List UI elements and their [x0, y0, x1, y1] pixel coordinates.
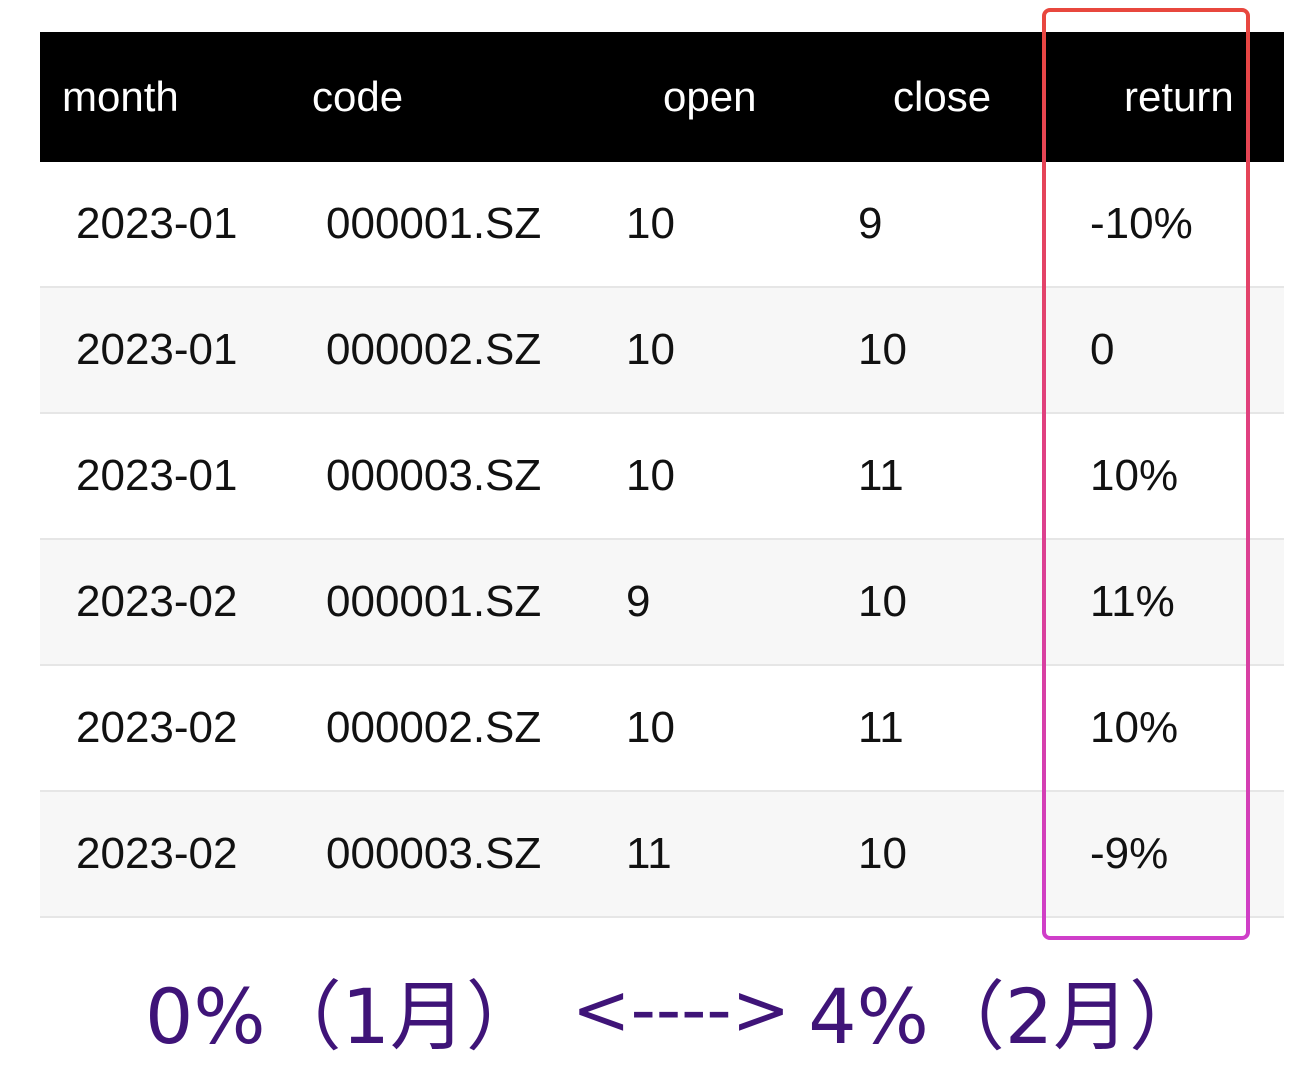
table-row: 2023-02 000003.SZ 11 10 -9%: [40, 792, 1284, 918]
cell-month: 2023-01: [76, 451, 238, 500]
table-row: 2023-01 000001.SZ 10 9 -10%: [40, 162, 1284, 288]
cell-code: 000002.SZ: [326, 703, 542, 752]
cell-open: 10: [626, 703, 675, 752]
cell-close: 11: [858, 451, 904, 500]
cell-month: 2023-02: [76, 577, 238, 626]
cell-code: 000002.SZ: [326, 325, 542, 374]
cell-close: 9: [858, 199, 883, 248]
cell-month: 2023-01: [76, 325, 238, 374]
caption-february: 4%（2月）: [808, 972, 1206, 1061]
header-return: return: [1124, 73, 1234, 120]
cell-open: 10: [626, 199, 675, 248]
return-comparison-caption: 0%（1月） <----> 4%（2月）: [145, 960, 1205, 1061]
table-row: 2023-02 000001.SZ 9 10 11%: [40, 540, 1284, 666]
cell-open: 10: [626, 451, 675, 500]
data-table: month code open close return 2023-01 000…: [40, 32, 1284, 918]
cell-month: 2023-02: [76, 829, 238, 878]
caption-arrow: <---->: [571, 969, 791, 1051]
cell-close: 11: [858, 703, 904, 752]
cell-return: 10%: [1090, 703, 1179, 752]
cell-return: -10%: [1090, 199, 1193, 248]
cell-open: 9: [626, 577, 651, 626]
cell-open: 11: [626, 829, 672, 878]
table-header-row: month code open close return: [40, 32, 1284, 162]
cell-month: 2023-02: [76, 703, 238, 752]
table-row: 2023-02 000002.SZ 10 11 10%: [40, 666, 1284, 792]
cell-month: 2023-01: [76, 199, 238, 248]
cell-code: 000001.SZ: [326, 577, 542, 626]
cell-close: 10: [858, 577, 907, 626]
table-row: 2023-01 000002.SZ 10 10 0: [40, 288, 1284, 414]
table-row: 2023-01 000003.SZ 10 11 10%: [40, 414, 1284, 540]
cell-open: 10: [626, 325, 675, 374]
cell-return: -9%: [1090, 829, 1169, 878]
cell-code: 000003.SZ: [326, 451, 542, 500]
cell-close: 10: [858, 325, 907, 374]
header-code: code: [312, 73, 404, 120]
cell-code: 000001.SZ: [326, 199, 542, 248]
cell-return: 10%: [1090, 451, 1179, 500]
header-month: month: [62, 73, 179, 120]
cell-return: 11%: [1090, 577, 1175, 626]
cell-close: 10: [858, 829, 907, 878]
caption-january: 0%（1月）: [145, 972, 542, 1061]
cell-code: 000003.SZ: [326, 829, 542, 878]
header-open: open: [663, 73, 757, 120]
header-close: close: [893, 73, 992, 120]
table-body: 2023-01 000001.SZ 10 9 -10% 2023-01 0000…: [40, 162, 1284, 918]
cell-return: 0: [1090, 325, 1115, 374]
